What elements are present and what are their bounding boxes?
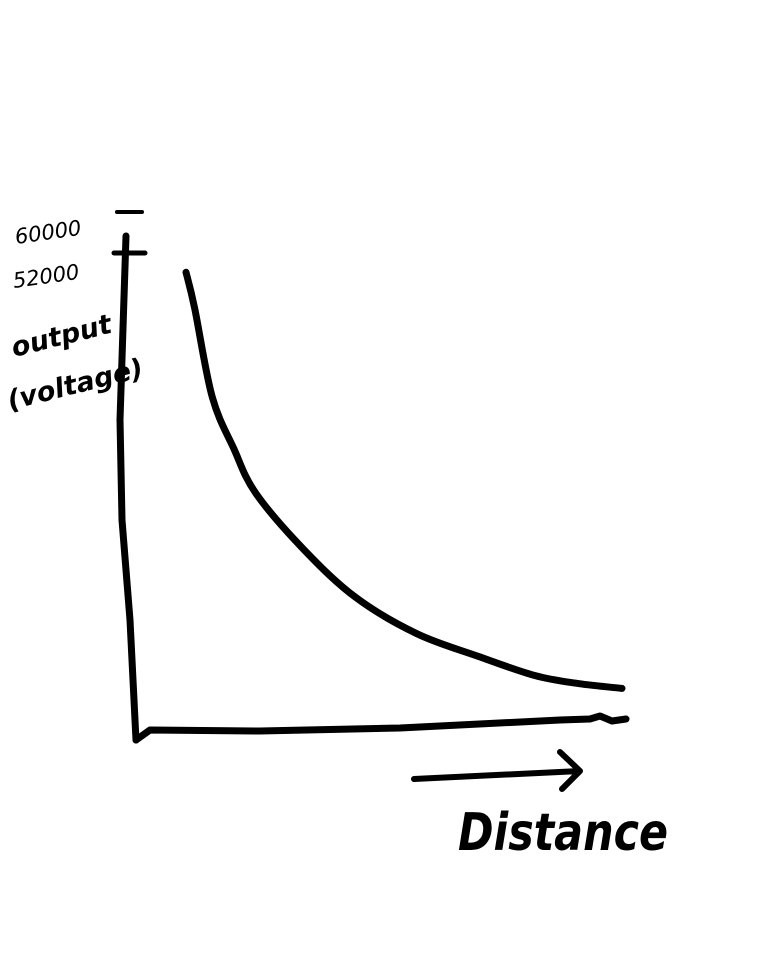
y-axis-line (116, 232, 140, 744)
x-direction-arrow (411, 749, 583, 792)
series-group (182, 268, 626, 692)
x-axis-label: Distance (458, 803, 668, 863)
y-axis-label-line-1: output (8, 309, 116, 364)
x-axis-line (132, 712, 630, 744)
y-tick-label-52000: 52000 (11, 260, 81, 293)
y-axis-label-line-2: (voltage) (4, 353, 146, 417)
series-line-0 (182, 268, 626, 692)
y-tick-label-60000: 60000 (13, 216, 83, 249)
